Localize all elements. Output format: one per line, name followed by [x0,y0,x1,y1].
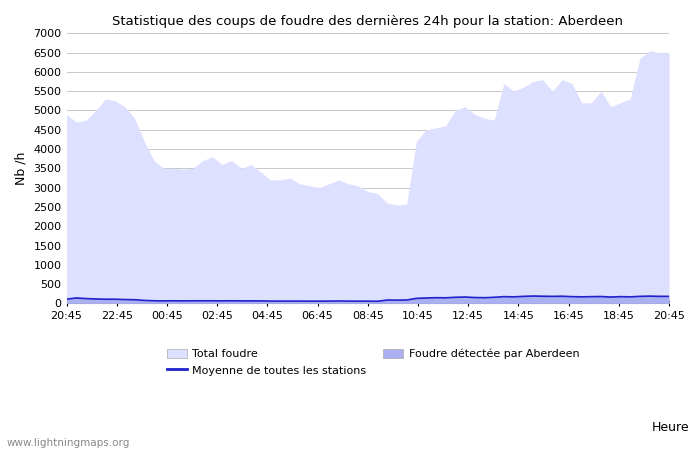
Text: www.lightningmaps.org: www.lightningmaps.org [7,438,130,448]
Text: Heure: Heure [652,421,690,434]
Y-axis label: Nb /h: Nb /h [15,152,28,185]
Legend: Total foudre, Moyenne de toutes les stations, Foudre détectée par Aberdeen: Total foudre, Moyenne de toutes les stat… [162,344,584,380]
Title: Statistique des coups de foudre des dernières 24h pour la station: Aberdeen: Statistique des coups de foudre des dern… [112,15,623,28]
